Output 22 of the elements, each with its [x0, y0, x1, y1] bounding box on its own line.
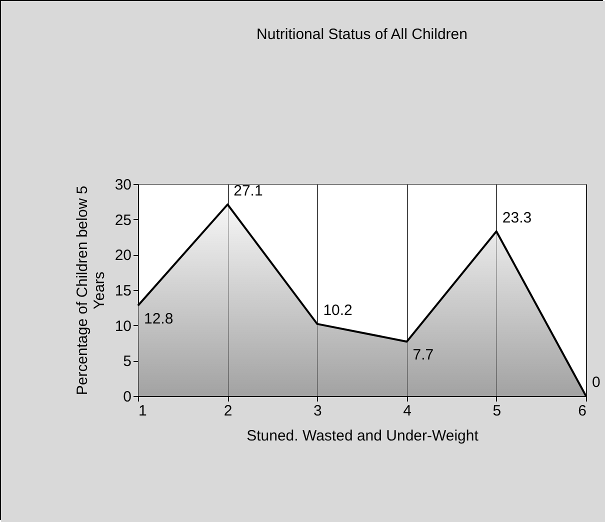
y-tick-label: 20	[114, 247, 132, 264]
chart-title: Nutritional Status of All Children	[256, 26, 468, 43]
data-label: 10.2	[323, 302, 352, 319]
data-label: 0	[592, 374, 600, 391]
data-label: 23.3	[502, 209, 532, 226]
x-tick-label: 1	[138, 402, 147, 420]
data-label: 7.7	[412, 346, 434, 364]
x-tick-label: 3	[314, 402, 322, 420]
y-tick-label: 10	[114, 318, 132, 335]
data-label: 12.8	[144, 310, 174, 328]
x-tick-label: 2	[224, 402, 232, 420]
y-tick-label: 30	[114, 176, 132, 194]
x-tick-label: 6	[578, 402, 586, 420]
y-axis-title: Percentage of Children below 5 Years	[74, 186, 108, 396]
x-tick-label: 4	[403, 402, 412, 420]
y-tick-label: 0	[123, 388, 132, 406]
x-tick-label: 5	[492, 402, 502, 420]
data-label: 27.1	[234, 182, 263, 200]
y-tick-label: 15	[114, 282, 132, 300]
y-tick-label: 5	[123, 353, 132, 370]
x-axis-title: Stuned. Wasted and Under-Weight	[246, 428, 480, 444]
y-tick-label: 25	[114, 212, 132, 229]
